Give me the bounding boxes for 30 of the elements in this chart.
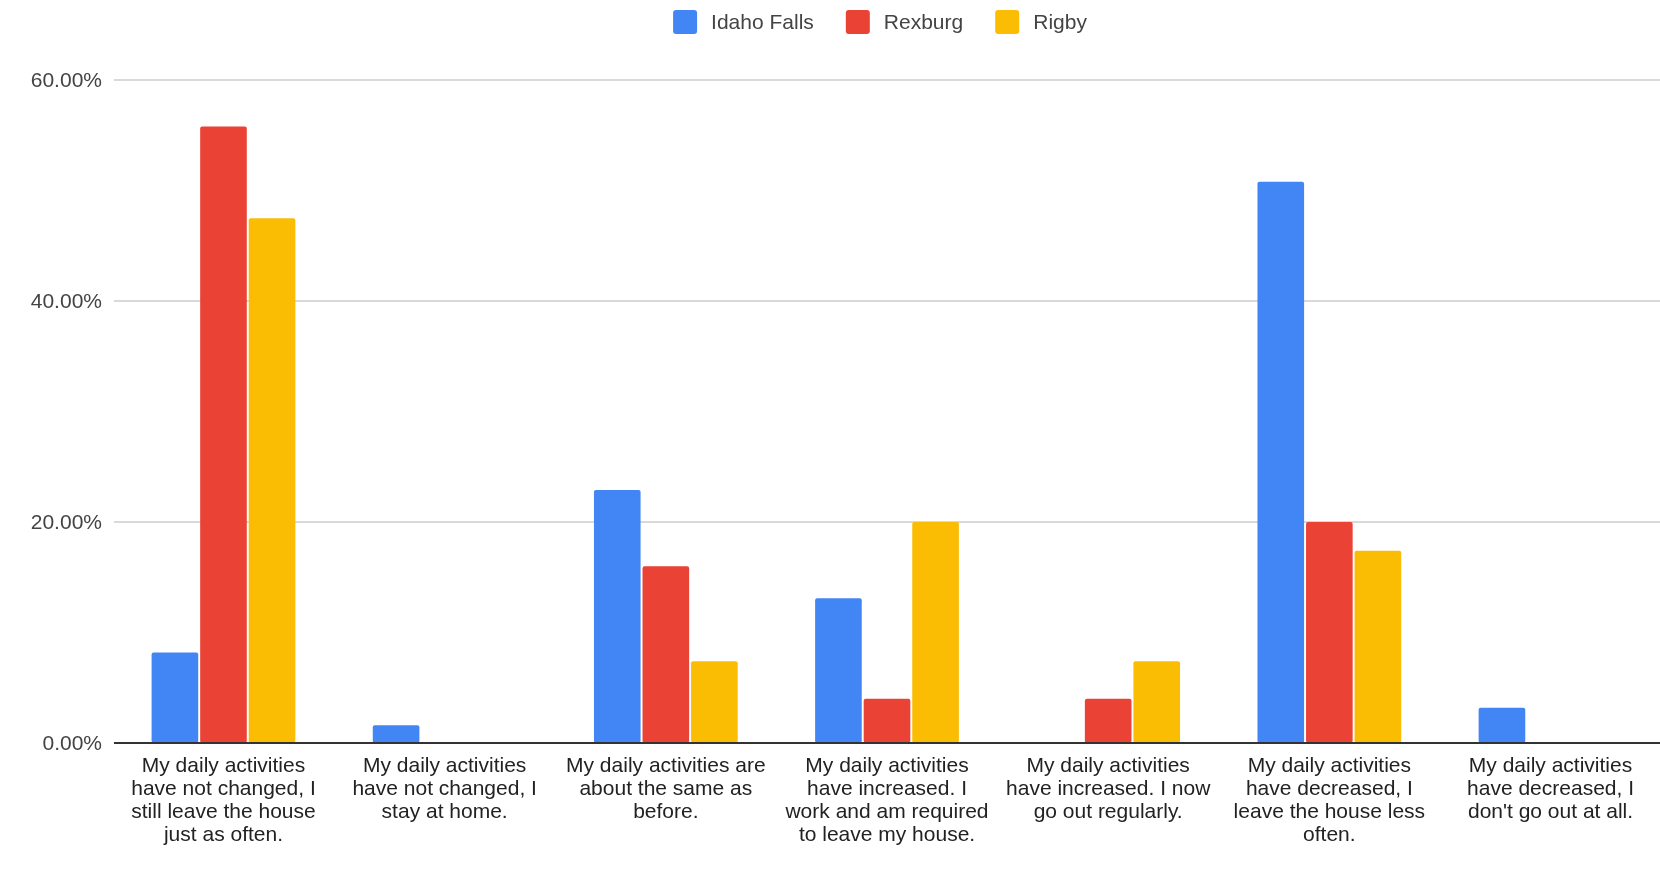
bar	[248, 218, 296, 743]
x-tick-label: My daily activities have decreased, I leave the house less often.	[1233, 752, 1426, 846]
bar	[1306, 522, 1353, 743]
y-tick-label: 60.00%	[30, 68, 102, 92]
y-tick-label: 20.00%	[30, 510, 102, 534]
y-tick-label: 0.00%	[42, 731, 102, 755]
x-tick-label: My daily activities have not changed, I stay at home.	[352, 752, 537, 823]
bar	[1257, 181, 1305, 743]
bar	[593, 489, 641, 743]
bar	[642, 566, 690, 743]
x-tick-label: My daily activities have increased. I now go out regularly.	[1006, 752, 1212, 823]
bar	[691, 661, 738, 743]
x-tick-label: My daily activities have not changed, I still leave the house just as often.	[131, 752, 316, 846]
bar	[151, 652, 199, 743]
x-tick-label: My daily activities are about the same as before.	[566, 752, 766, 823]
bar	[200, 126, 247, 743]
x-tick-label: My daily activities have decreased, I don't go out at all.	[1467, 752, 1634, 823]
bar	[815, 598, 862, 743]
bar	[1354, 550, 1402, 743]
x-tick-label: My daily activities have increased. I work and am required to leave my house.	[784, 752, 989, 846]
legend-label: Rexburg	[883, 10, 964, 34]
bar	[1084, 698, 1132, 743]
bar	[1133, 661, 1181, 743]
bar	[1478, 707, 1526, 743]
y-tick-label: 40.00%	[30, 289, 102, 313]
bar	[863, 698, 911, 743]
legend-label: Idaho Falls	[711, 10, 814, 34]
legend-label: Rigby	[1033, 10, 1088, 34]
bar	[372, 725, 420, 743]
bar	[912, 522, 959, 743]
